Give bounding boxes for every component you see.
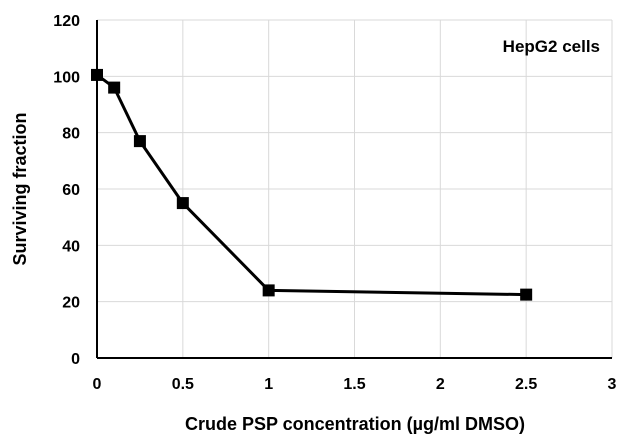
y-tick-labels: 0 20 40 60 80 100 120 (53, 13, 80, 368)
data-point-marker (520, 288, 533, 301)
series (91, 68, 533, 301)
data-point-marker (262, 284, 275, 297)
data-point-marker (133, 135, 146, 148)
y-tick-label: 100 (53, 69, 80, 86)
data-point-marker (176, 197, 189, 210)
x-tick-labels: 0 0.5 1 1.5 2 2.5 3 (93, 376, 617, 393)
x-tick-label: 0 (93, 376, 102, 393)
gridlines (97, 19, 613, 358)
y-tick-label: 120 (53, 13, 80, 30)
x-tick-label: 2 (436, 376, 445, 393)
y-tick-label: 20 (62, 295, 80, 312)
x-axis-title: Crude PSP concentration (µg/ml DMSO) (185, 414, 525, 434)
x-tick-label: 3 (608, 376, 617, 393)
series-line (96, 73, 527, 297)
x-tick-label: 1.5 (343, 376, 365, 393)
x-tick-label: 0.5 (172, 376, 194, 393)
annotation-label: HepG2 cells (503, 37, 600, 56)
y-tick-label: 60 (62, 182, 80, 199)
y-tick-label: 80 (62, 126, 80, 143)
y-tick-label: 40 (62, 238, 80, 255)
data-point-marker (91, 68, 103, 81)
y-tick-label: 0 (71, 351, 80, 368)
data-point-marker (108, 81, 121, 94)
y-axis-title: Surviving fraction (10, 112, 30, 265)
x-tick-label: 2.5 (515, 376, 537, 393)
x-tick-label: 1 (264, 376, 273, 393)
